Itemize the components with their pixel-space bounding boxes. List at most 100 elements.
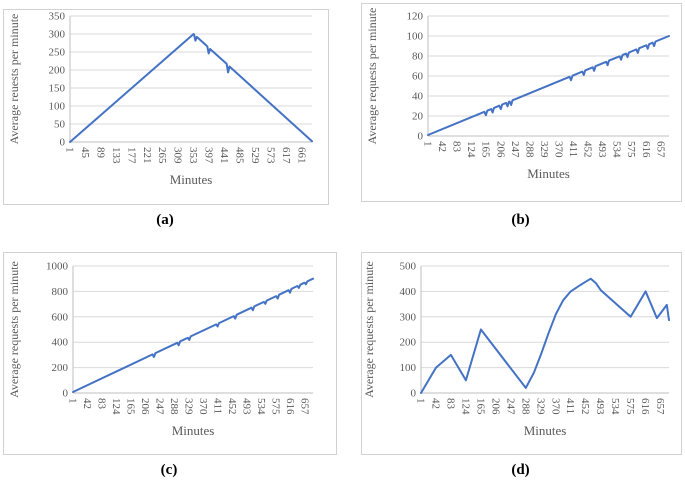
x-tick-label: 288 — [523, 141, 535, 158]
x-tick-label: 493 — [594, 398, 606, 415]
x-tick-label: 411 — [564, 398, 576, 414]
x-tick-label: 534 — [255, 398, 267, 415]
x-tick-label: 329 — [534, 398, 546, 415]
y-tick-label: 100 — [400, 362, 417, 374]
x-tick-label: 83 — [95, 398, 107, 410]
y-axis-title: Average reuests per minute — [7, 14, 21, 145]
x-axis-title: Minutes — [172, 423, 215, 438]
y-tick-label: 0 — [418, 131, 424, 143]
x-tick-label: 411 — [567, 141, 579, 157]
x-tick-label: 247 — [153, 398, 165, 415]
y-tick-label: 60 — [412, 71, 424, 83]
y-axis-title: Average requests per minute — [7, 261, 21, 398]
x-tick-label: 83 — [444, 398, 456, 410]
x-tick-label: 124 — [110, 398, 122, 415]
x-tick-label: 1 — [422, 141, 434, 147]
x-tick-label: 133 — [110, 147, 122, 164]
y-tick-label: 20 — [412, 111, 424, 123]
x-tick-label: 575 — [269, 398, 281, 415]
x-tick-label: 370 — [197, 398, 209, 415]
x-tick-label: 83 — [451, 141, 463, 153]
x-tick-label: 529 — [249, 147, 261, 164]
x-tick-label: 288 — [168, 398, 180, 415]
x-tick-label: 534 — [611, 141, 623, 158]
x-tick-label: 206 — [139, 398, 151, 415]
y-axis-title: Average requests per minute — [365, 8, 379, 145]
y-tick-label: 800 — [52, 286, 69, 298]
x-tick-label: 165 — [124, 398, 136, 415]
x-tick-label: 42 — [429, 398, 441, 409]
y-tick-label: 80 — [412, 51, 424, 63]
x-tick-label: 575 — [624, 398, 636, 415]
y-tick-label: 300 — [49, 29, 66, 41]
x-tick-label: 206 — [489, 398, 501, 415]
x-tick-label: 616 — [284, 398, 296, 415]
y-tick-label: 0 — [63, 388, 69, 400]
caption-b: (b) — [511, 212, 530, 228]
x-tick-label: 353 — [187, 147, 199, 164]
x-tick-label: 165 — [474, 398, 486, 415]
chart-b: 0 20 40 60 80 100 120 1 42 83 124 165 206 247 288 329 37… — [361, 3, 682, 202]
x-tick-label: 165 — [480, 141, 492, 158]
y-tick-label: 40 — [412, 91, 424, 103]
x-tick-label: 617 — [280, 147, 292, 164]
caption-d: (d) — [511, 462, 530, 478]
caption-c: (c) — [160, 462, 178, 478]
y-tick-label: 250 — [49, 47, 66, 59]
x-tick-label: 206 — [494, 141, 506, 158]
data-line — [420, 277, 670, 394]
x-tick-label: 247 — [504, 398, 516, 415]
x-tick-label: 1 — [415, 398, 427, 404]
y-tick-label: 400 — [400, 286, 417, 298]
x-tick-label: 309 — [172, 147, 184, 164]
x-tick-label: 370 — [552, 141, 564, 158]
y-tick-label: 200 — [400, 337, 417, 349]
x-tick-label: 124 — [459, 398, 471, 415]
x-tick-label: 485 — [233, 147, 245, 164]
x-tick-label: 42 — [81, 398, 93, 409]
y-axis-title: Average requests per minute — [362, 261, 376, 398]
x-tick-label: 265 — [156, 147, 168, 164]
x-tick-label: 177 — [125, 147, 137, 164]
x-tick-label: 329 — [182, 398, 194, 415]
x-tick-label: 397 — [203, 147, 215, 164]
x-tick-label: 657 — [298, 398, 310, 415]
x-tick-label: 616 — [640, 141, 652, 158]
y-tick-label: 120 — [407, 11, 424, 23]
x-tick-label: 1 — [67, 398, 79, 404]
x-axis-title: Minutes — [170, 172, 213, 187]
data-line — [72, 277, 314, 393]
x-tick-label: 657 — [654, 398, 666, 415]
y-tick-label: 0 — [411, 388, 417, 400]
x-tick-label: 452 — [582, 141, 594, 158]
y-tick-label: 600 — [52, 311, 69, 323]
data-line — [69, 33, 313, 143]
chart-a: 0 50 100 150 200 250 300 350 1 45 89 133 177 221 265 30… — [3, 9, 329, 205]
x-tick-label: 657 — [654, 141, 666, 158]
chart-c: 0 200 400 600 800 1000 1 42 83 124 165 206 247 288 329… — [3, 252, 337, 455]
x-axis-title: Minutes — [527, 166, 570, 181]
x-tick-label: 124 — [465, 141, 477, 158]
x-tick-label: 616 — [639, 398, 651, 415]
x-tick-label: 452 — [579, 398, 591, 415]
x-tick-label: 411 — [211, 398, 223, 414]
x-tick-label: 329 — [538, 141, 550, 158]
x-tick-label: 575 — [625, 141, 637, 158]
y-tick-label: 100 — [407, 31, 424, 43]
y-tick-label: 0 — [60, 137, 66, 149]
chart-d: 0 100 200 300 400 500 1 42 83 124 165 206 247 288 329 3… — [361, 252, 682, 455]
x-tick-label: 493 — [240, 398, 252, 415]
x-tick-label: 89 — [94, 147, 106, 159]
y-tick-label: 400 — [52, 337, 69, 349]
x-tick-label: 288 — [519, 398, 531, 415]
x-tick-label: 370 — [549, 398, 561, 415]
x-tick-label: 534 — [609, 398, 621, 415]
x-tick-label: 45 — [79, 147, 91, 159]
x-tick-label: 493 — [596, 141, 608, 158]
y-tick-label: 100 — [49, 101, 66, 113]
y-tick-label: 500 — [400, 261, 417, 273]
x-tick-label: 573 — [264, 147, 276, 164]
y-tick-label: 200 — [49, 65, 66, 77]
y-tick-label: 50 — [54, 119, 66, 131]
